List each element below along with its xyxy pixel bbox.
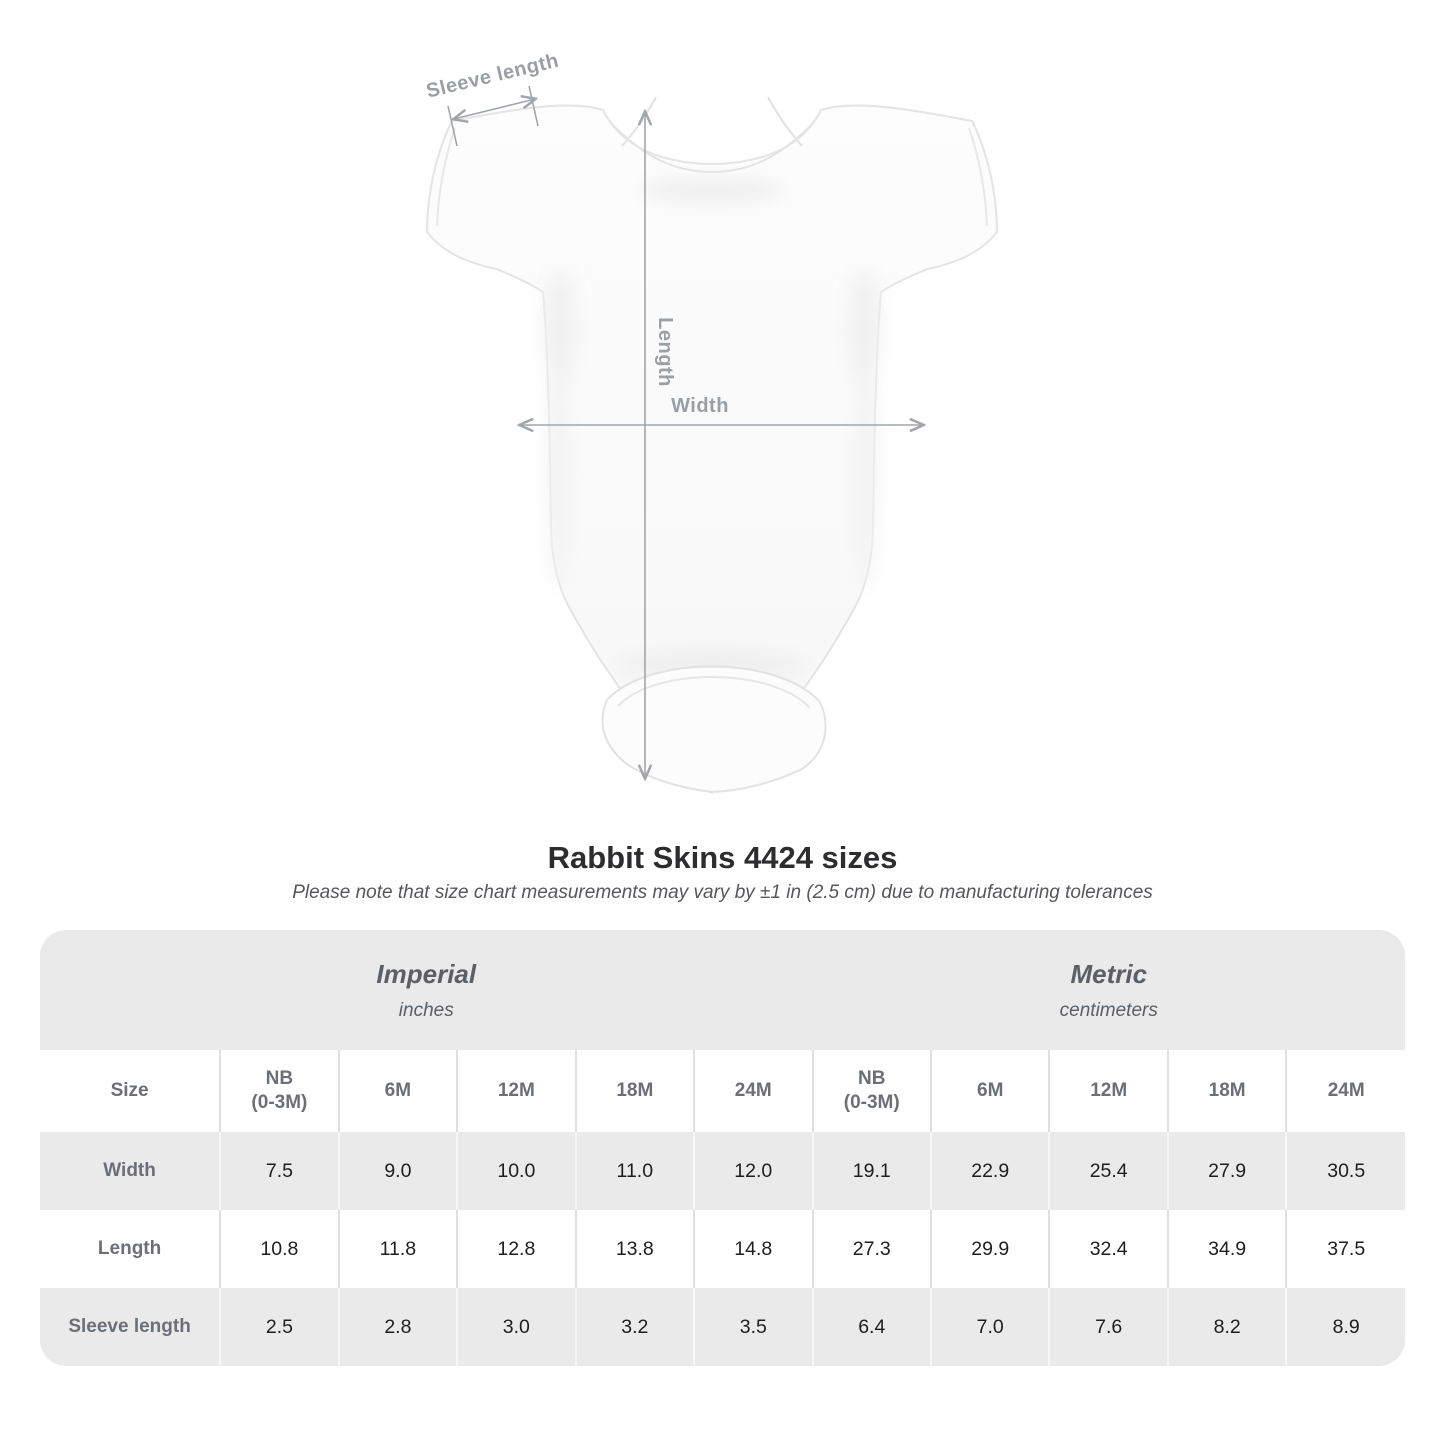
sleeve-length-label: Sleeve length xyxy=(424,50,561,103)
product-measurement-diagram: Sleeve length Length Width xyxy=(424,50,999,795)
col-header-nb-imperial: NB (0-3M) xyxy=(219,1050,339,1132)
cell-length-24m-in: 14.8 xyxy=(693,1210,813,1288)
cell-sleeve-24m-in: 3.5 xyxy=(693,1288,813,1366)
col-header-6m-imperial: 6M xyxy=(337,1050,458,1132)
row-label-length: Length xyxy=(40,1210,221,1288)
sleeve-hem-right xyxy=(968,127,988,227)
cell-width-12m-in: 10.0 xyxy=(456,1132,576,1210)
size-table: Imperial inches Metric centimeters Size … xyxy=(40,930,1405,1366)
width-label: Width xyxy=(671,395,729,417)
cell-width-nb-cm: 19.1 xyxy=(811,1132,931,1210)
table-row-length: Length 10.8 11.8 12.8 13.8 14.8 27.3 29.… xyxy=(40,1210,1405,1288)
sleeve-hem-left xyxy=(436,127,456,227)
cell-sleeve-nb-cm: 6.4 xyxy=(811,1288,931,1366)
row-label-width: Width xyxy=(40,1132,221,1210)
cell-length-12m-in: 12.8 xyxy=(456,1210,576,1288)
group-imperial-label: Imperial xyxy=(376,959,477,990)
cell-width-nb-in: 7.5 xyxy=(219,1132,339,1210)
unit-group-row: Imperial inches Metric centimeters xyxy=(40,930,1405,1050)
cell-length-nb-in: 10.8 xyxy=(219,1210,339,1288)
col-header-24m-metric: 24M xyxy=(1285,1050,1405,1132)
table-row-width: Width 7.5 9.0 10.0 11.0 12.0 19.1 22.9 2… xyxy=(40,1132,1405,1210)
column-header-row: Size NB (0-3M) 6M 12M 18M 24M NB (0-3M) 6M… xyxy=(40,1050,1405,1132)
cell-length-nb-cm: 27.3 xyxy=(811,1210,931,1288)
cell-length-12m-cm: 32.4 xyxy=(1048,1210,1168,1288)
lap-shoulder-right xyxy=(767,96,803,147)
cell-sleeve-24m-cm: 8.9 xyxy=(1285,1288,1405,1366)
cell-length-18m-cm: 34.9 xyxy=(1166,1210,1287,1288)
group-metric-label: Metric xyxy=(1070,959,1148,990)
cell-width-24m-in: 12.0 xyxy=(693,1132,813,1210)
col-header-18m-metric: 18M xyxy=(1166,1050,1287,1132)
cell-sleeve-12m-in: 3.0 xyxy=(456,1288,576,1366)
cell-width-6m-cm: 22.9 xyxy=(929,1132,1050,1210)
sleeve-arrow-tick-left xyxy=(447,105,458,147)
sleeve-length-arrow xyxy=(454,99,535,119)
cell-width-6m-in: 9.0 xyxy=(337,1132,458,1210)
cell-width-12m-cm: 25.4 xyxy=(1048,1132,1168,1210)
size-corner-header: Size xyxy=(40,1050,221,1132)
page-title: Rabbit Skins 4424 sizes xyxy=(547,840,898,875)
cell-sleeve-6m-in: 2.8 xyxy=(337,1288,458,1366)
col-header-24m-imperial: 24M xyxy=(693,1050,813,1132)
group-imperial: Imperial inches xyxy=(40,930,813,1050)
row-label-sleeve-length: Sleeve length xyxy=(40,1288,221,1366)
cell-width-18m-in: 11.0 xyxy=(574,1132,695,1210)
snap-flap-binding xyxy=(617,676,811,709)
cell-length-6m-cm: 29.9 xyxy=(929,1210,1050,1288)
cell-sleeve-18m-in: 3.2 xyxy=(574,1288,695,1366)
lap-shoulder-left xyxy=(621,96,657,147)
group-metric: Metric centimeters xyxy=(812,930,1405,1050)
table-row-sleeve-length: Sleeve length 2.5 2.8 3.0 3.2 3.5 6.4 7.… xyxy=(40,1288,1405,1366)
sleeve-arrow-tick-right xyxy=(528,85,539,127)
group-metric-unit: centimeters xyxy=(1059,999,1158,1021)
cell-length-18m-in: 13.8 xyxy=(574,1210,695,1288)
size-guide-page: Sleeve length Length Width Rabbit Skins … xyxy=(40,49,1405,1366)
col-header-nb-metric: NB (0-3M) xyxy=(811,1050,931,1132)
col-header-12m-metric: 12M xyxy=(1048,1050,1168,1132)
cell-sleeve-18m-cm: 8.2 xyxy=(1166,1288,1287,1366)
col-header-18m-imperial: 18M xyxy=(574,1050,695,1132)
group-imperial-unit: inches xyxy=(398,999,454,1021)
snap-flap xyxy=(601,665,827,794)
onesie-illustration: Sleeve length Length Width xyxy=(424,50,999,795)
cell-width-18m-cm: 27.9 xyxy=(1166,1132,1287,1210)
cell-length-6m-in: 11.8 xyxy=(337,1210,458,1288)
cell-sleeve-12m-cm: 7.6 xyxy=(1048,1288,1168,1366)
col-header-6m-metric: 6M xyxy=(929,1050,1050,1132)
cell-length-24m-cm: 37.5 xyxy=(1285,1210,1405,1288)
length-label: Length xyxy=(654,317,676,387)
cell-sleeve-6m-cm: 7.0 xyxy=(929,1288,1050,1366)
col-header-12m-imperial: 12M xyxy=(456,1050,576,1132)
onesie-body xyxy=(425,104,999,795)
cell-sleeve-nb-in: 2.5 xyxy=(219,1288,339,1366)
tolerance-note: Please note that size chart measurements… xyxy=(292,882,1153,903)
cell-width-24m-cm: 30.5 xyxy=(1285,1132,1405,1210)
